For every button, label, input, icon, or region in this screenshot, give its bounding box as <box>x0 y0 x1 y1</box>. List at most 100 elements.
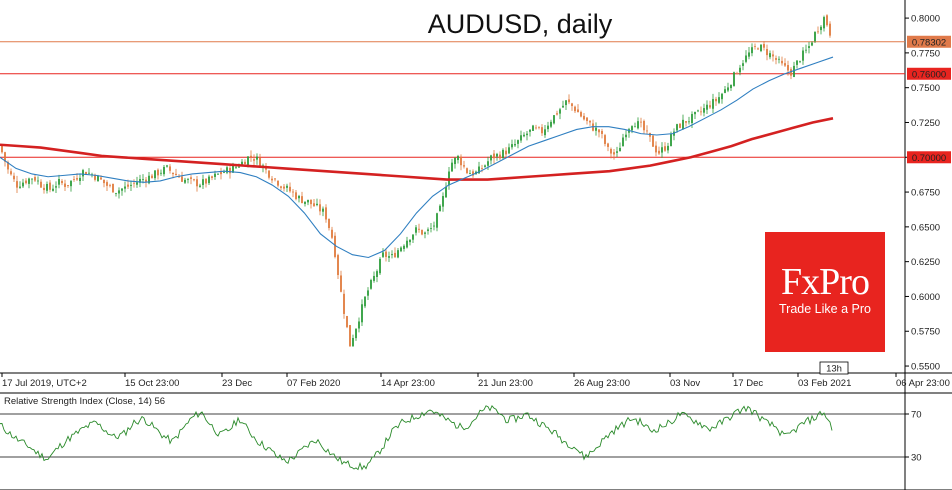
candle-body <box>253 159 255 161</box>
candle-body <box>31 178 33 180</box>
rsi-tick-label: 70 <box>911 410 922 421</box>
candle-body <box>766 49 768 56</box>
candle-body <box>118 190 120 194</box>
candle-body <box>481 168 483 169</box>
candle-body <box>259 157 261 167</box>
candle-body <box>493 153 495 159</box>
candle-body <box>754 46 756 47</box>
candle-body <box>241 161 243 167</box>
candle-body <box>13 175 15 180</box>
candle-body <box>661 147 663 153</box>
candle-body <box>682 119 684 129</box>
candle-body <box>394 252 396 258</box>
candle-body <box>571 103 573 107</box>
y-tick-label: 0.7750 <box>911 48 940 59</box>
candle-body <box>115 192 117 194</box>
candle-body <box>361 304 363 323</box>
candle-body <box>439 205 441 212</box>
candle-body <box>355 328 357 339</box>
candle-body <box>316 203 318 206</box>
candle-body <box>19 186 21 188</box>
candle-body <box>733 72 735 86</box>
candle-body <box>721 93 723 100</box>
candle-body <box>457 155 459 161</box>
candle-body <box>688 121 690 123</box>
candle-body <box>136 182 138 185</box>
candle-body <box>811 42 813 46</box>
candle-body <box>334 235 336 257</box>
candle-body <box>547 125 549 130</box>
y-tick-label: 0.7500 <box>911 83 940 94</box>
candle-body <box>214 173 216 177</box>
candle-body <box>781 60 783 64</box>
candle-body <box>703 108 705 113</box>
candle-body <box>112 183 114 193</box>
candle-body <box>151 175 153 179</box>
candle-body <box>727 87 729 91</box>
candle-body <box>199 185 201 187</box>
candle-body <box>103 179 105 184</box>
candle-body <box>760 44 762 52</box>
candle-body <box>499 154 501 159</box>
candle-body <box>511 144 513 148</box>
candle-body <box>667 145 669 151</box>
candle-body <box>106 182 108 186</box>
candle-body <box>418 228 420 230</box>
candle-body <box>451 162 453 172</box>
candle-body <box>178 176 180 178</box>
candle-body <box>52 188 54 191</box>
candle-body <box>211 176 213 178</box>
candle-body <box>790 69 792 76</box>
candle-body <box>322 208 324 212</box>
candle-body <box>460 156 462 166</box>
candle-body <box>550 121 552 127</box>
candle-body <box>538 126 540 128</box>
candle-body <box>535 127 537 129</box>
candle-body <box>343 293 345 314</box>
candle-body <box>373 275 375 281</box>
candle-body <box>520 135 522 141</box>
candle-body <box>406 240 408 248</box>
candle-body <box>295 192 297 200</box>
candle-body <box>817 31 819 33</box>
candle-body <box>205 178 207 184</box>
candle-body <box>145 179 147 182</box>
candle-body <box>169 166 171 171</box>
candle-body <box>187 179 189 180</box>
candle-body <box>10 171 12 175</box>
candle-body <box>613 152 615 155</box>
candle-body <box>397 250 399 258</box>
candle-body <box>598 129 600 133</box>
candle-body <box>634 126 636 128</box>
candle-body <box>76 178 78 180</box>
candle-body <box>142 179 144 180</box>
candle-body <box>100 177 102 180</box>
x-tick-label: 03 Nov <box>670 378 700 389</box>
logo-brand: FxPro <box>781 261 870 303</box>
candle-body <box>139 179 141 183</box>
candle-body <box>823 17 825 29</box>
candle-body <box>826 15 828 26</box>
candle-body <box>442 196 444 207</box>
candle-body <box>166 165 168 167</box>
candle-body <box>67 185 69 186</box>
rsi-title: Relative Strength Index (Close, 14) 56 <box>4 396 165 407</box>
candle-body <box>568 99 570 103</box>
candle-body <box>160 172 162 174</box>
x-tick-label: 26 Aug 23:00 <box>574 378 630 389</box>
candle-body <box>631 126 633 131</box>
candle-body <box>409 239 411 243</box>
level-badge <box>907 35 951 48</box>
candle-body <box>163 166 165 175</box>
candle-body <box>739 67 741 73</box>
candle-body <box>313 203 315 207</box>
fxpro-logo: FxPro Trade Like a Pro <box>765 232 885 352</box>
candle-body <box>412 234 414 240</box>
candle-body <box>517 140 519 144</box>
candle-body <box>244 161 246 165</box>
candle-body <box>556 113 558 115</box>
candle-body <box>376 271 378 278</box>
candle-body <box>700 111 702 113</box>
candle-body <box>61 180 63 184</box>
